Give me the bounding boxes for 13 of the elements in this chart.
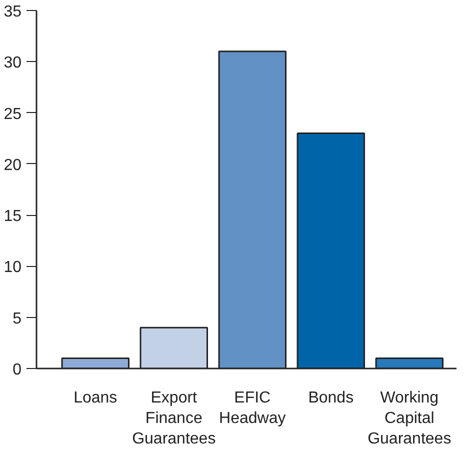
y-tick-label: 0 [12, 362, 22, 378]
y-tick-label: 35 [4, 4, 22, 20]
x-tick-label: Bonds [308, 390, 354, 406]
y-tick-label: 30 [4, 54, 22, 72]
x-tick-label: Export Finance Guarantees [132, 390, 216, 448]
y-tick-label: 15 [4, 208, 22, 226]
x-tick-label: Loans [74, 390, 118, 406]
y-tick-label: 5 [12, 310, 22, 328]
y-tick-label: 20 [4, 156, 22, 174]
y-tick-label: 10 [4, 259, 22, 276]
x-tick-label: Working Capital Guarantees [368, 390, 452, 448]
y-tick-label: 25 [4, 106, 22, 123]
x-tick-label: EFIC Headway [219, 390, 286, 427]
